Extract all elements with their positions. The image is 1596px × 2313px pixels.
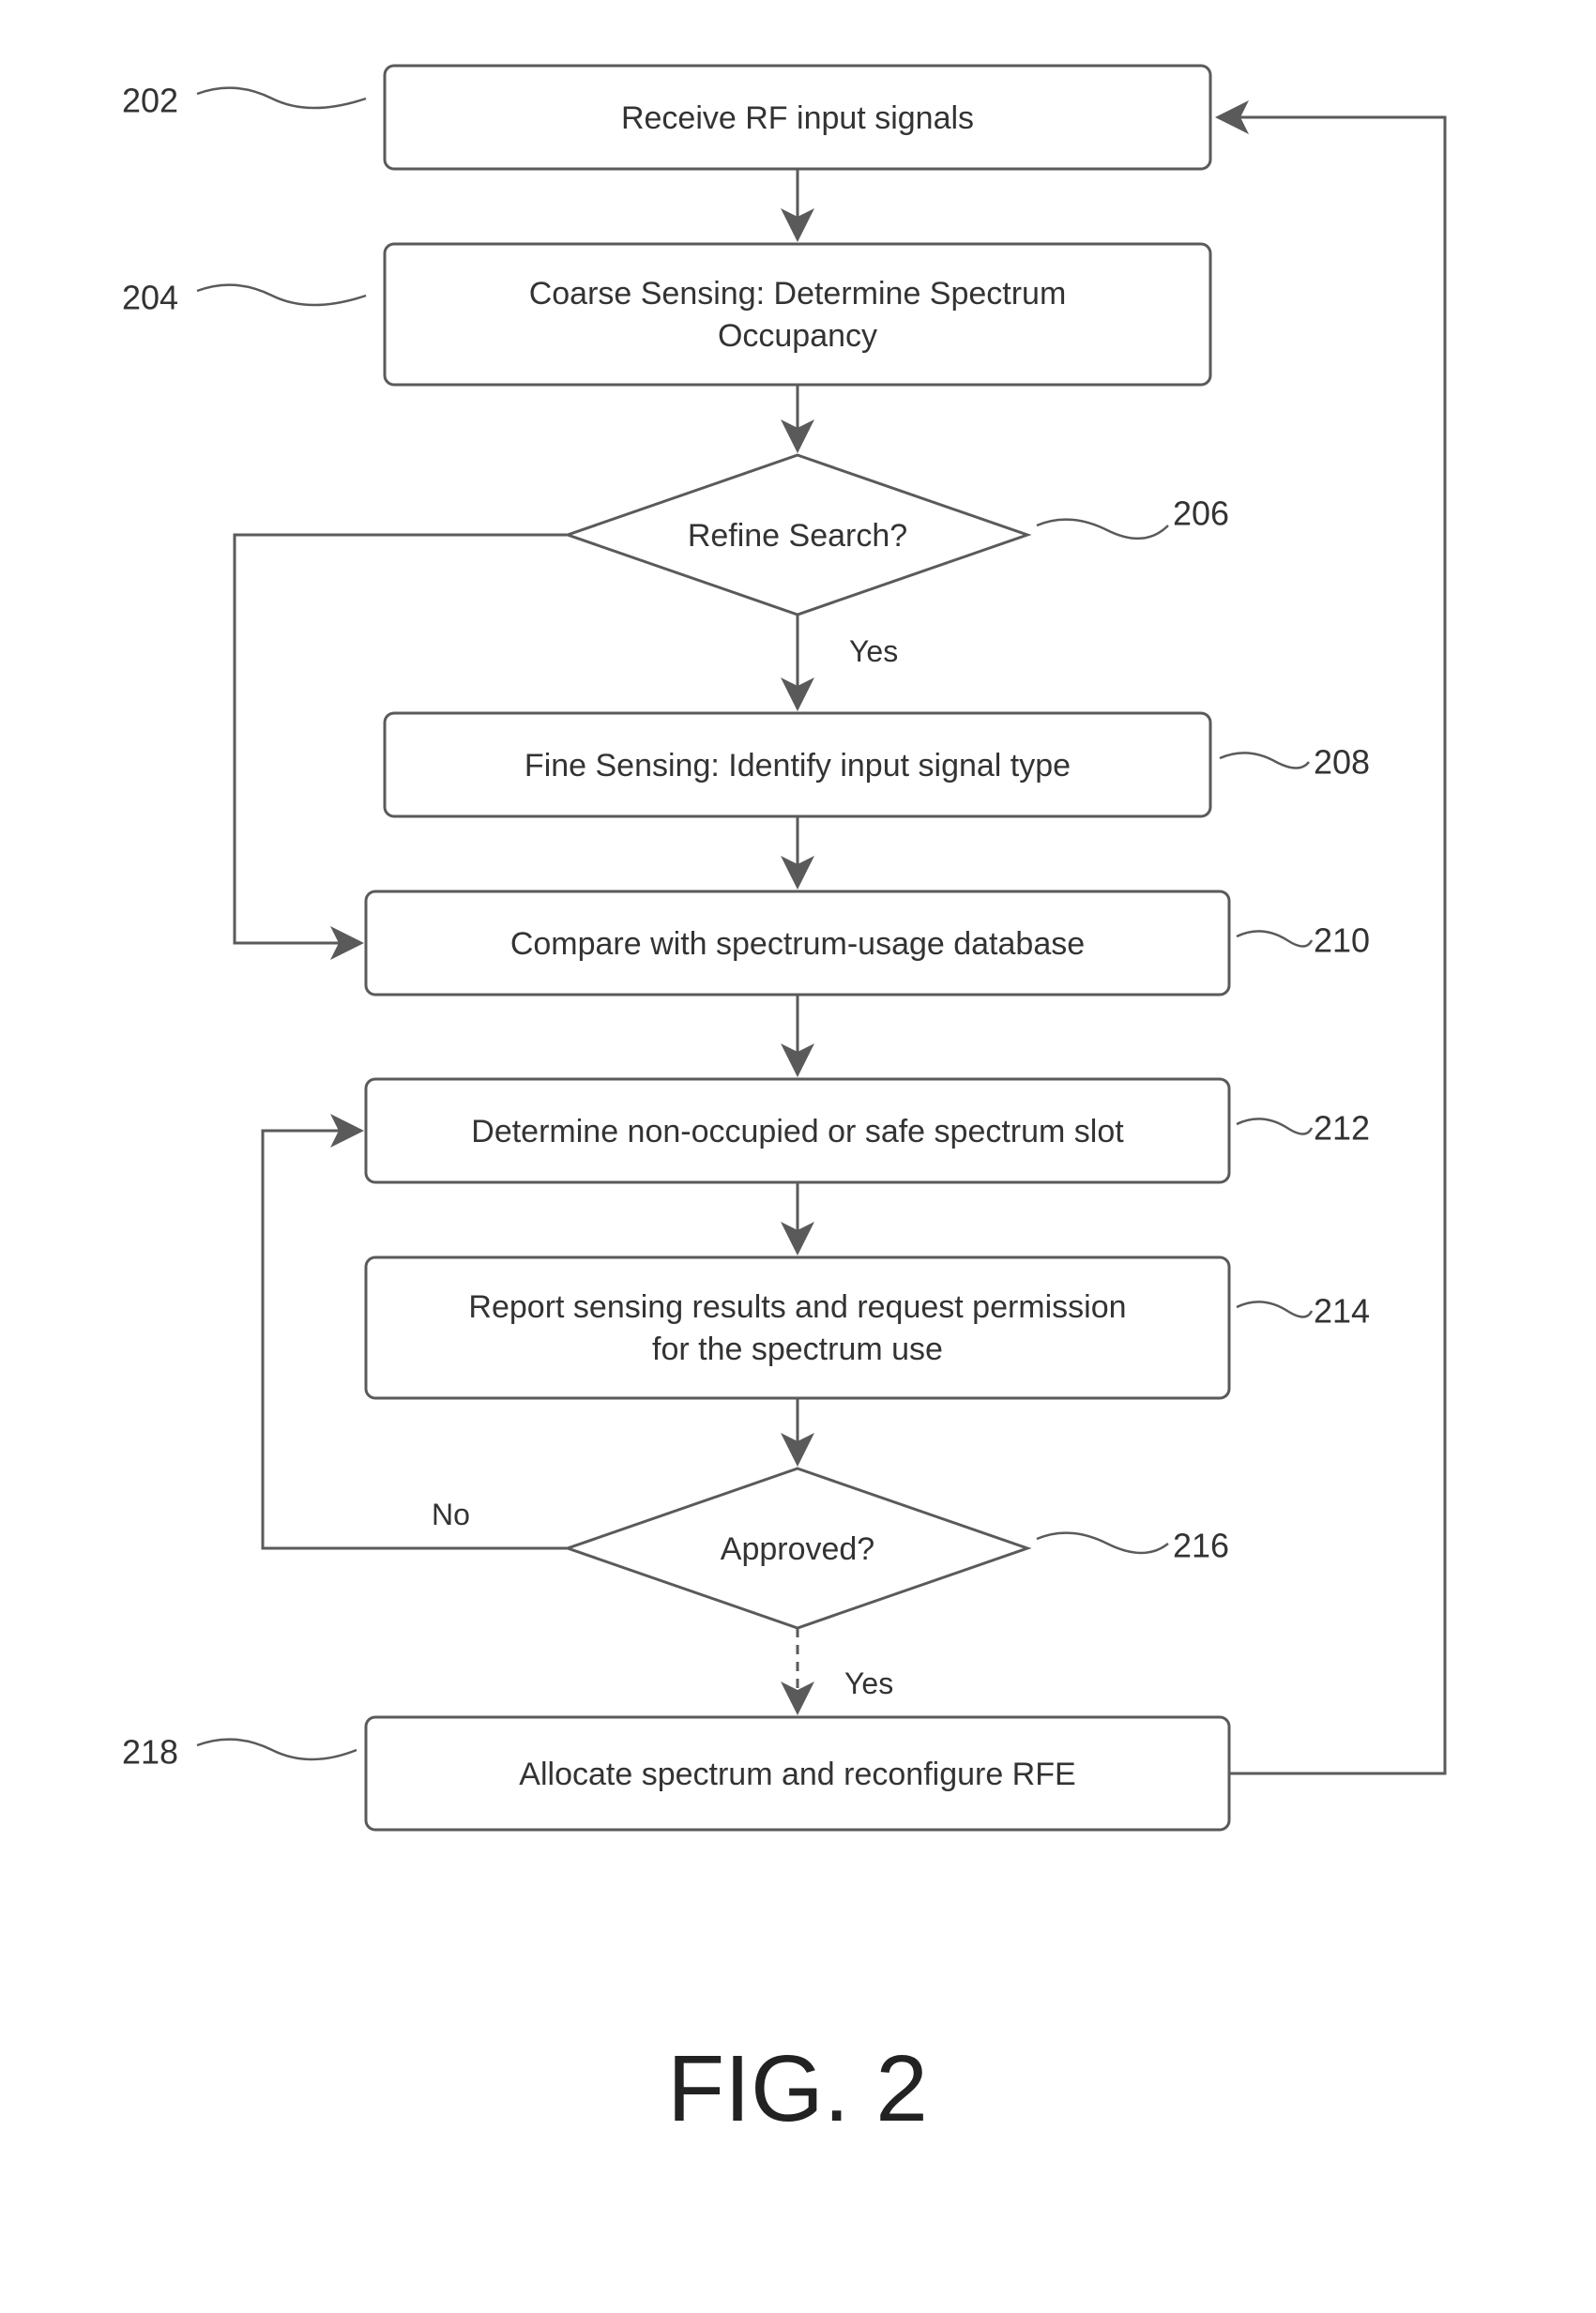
step-204-line1: Coarse Sensing: Determine Spectrum: [529, 276, 1067, 312]
step-204-coarse: Coarse Sensing: Determine Spectrum Occup…: [385, 244, 1210, 385]
step-212-text: Determine non-occupied or safe spectrum …: [471, 1114, 1124, 1149]
step-218-text: Allocate spectrum and reconfigure RFE: [519, 1757, 1075, 1792]
ref-216: 216: [1173, 1527, 1229, 1565]
step-214-line2: for the spectrum use: [652, 1331, 943, 1367]
leader-214: [1237, 1301, 1312, 1316]
leader-210: [1237, 931, 1312, 946]
figure-label: FIG. 2: [667, 2036, 928, 2141]
step-214-line1: Report sensing results and request permi…: [468, 1289, 1126, 1325]
decision-216-text: Approved?: [721, 1531, 874, 1567]
ref-202: 202: [122, 82, 178, 120]
branch-216-no: No: [432, 1498, 470, 1531]
step-212-determine: Determine non-occupied or safe spectrum …: [366, 1079, 1229, 1182]
step-208-fine: Fine Sensing: Identify input signal type: [385, 713, 1210, 816]
ref-210: 210: [1314, 921, 1370, 960]
step-214-report: Report sensing results and request permi…: [366, 1257, 1229, 1398]
step-204-line2: Occupancy: [718, 318, 877, 354]
ref-212: 212: [1314, 1109, 1370, 1148]
step-218-allocate: Allocate spectrum and reconfigure RFE: [366, 1717, 1229, 1830]
step-202-receive: Receive RF input signals: [385, 66, 1210, 169]
ref-214: 214: [1314, 1292, 1370, 1331]
decision-206-text: Refine Search?: [688, 518, 907, 554]
leader-216: [1037, 1533, 1168, 1553]
leader-218: [197, 1740, 357, 1759]
step-202-text: Receive RF input signals: [621, 100, 974, 136]
ref-206: 206: [1173, 495, 1229, 533]
branch-206-yes: Yes: [849, 634, 898, 668]
step-208-text: Fine Sensing: Identify input signal type: [524, 748, 1071, 784]
leader-204: [197, 285, 366, 305]
decision-206-refine: Refine Search?: [568, 455, 1027, 615]
leader-206: [1037, 520, 1168, 539]
flowchart-canvas: Receive RF input signals 202 Coarse Sens…: [0, 0, 1596, 2313]
branch-216-yes: Yes: [844, 1666, 893, 1700]
ref-218: 218: [122, 1733, 178, 1772]
decision-216-approved: Approved?: [568, 1468, 1027, 1628]
step-210-compare: Compare with spectrum-usage database: [366, 891, 1229, 995]
step-210-text: Compare with spectrum-usage database: [510, 926, 1085, 962]
ref-208: 208: [1314, 743, 1370, 782]
leader-202: [197, 88, 366, 108]
leader-212: [1237, 1118, 1312, 1134]
leader-208: [1220, 753, 1309, 768]
ref-204: 204: [122, 279, 178, 317]
